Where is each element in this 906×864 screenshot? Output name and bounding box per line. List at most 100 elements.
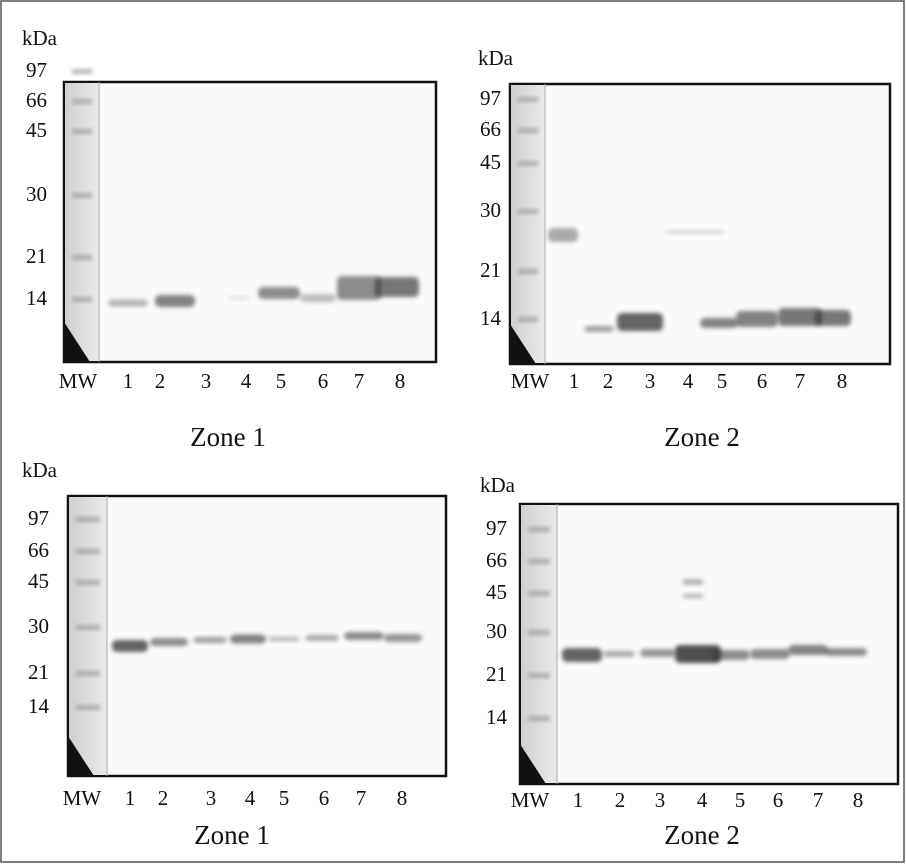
lane-label: 3 (645, 369, 656, 393)
zone-title: Zone 2 (664, 422, 740, 452)
zone-title: Zone 2 (664, 820, 740, 850)
lane-label: 3 (655, 788, 666, 812)
ladder-band (518, 209, 538, 214)
band (603, 651, 635, 657)
band (712, 650, 750, 660)
ladder-band (528, 630, 550, 635)
lane-label: 6 (773, 788, 784, 812)
marker-label: 21 (480, 258, 501, 282)
unit-label: kDa (22, 26, 58, 50)
marker-label: 66 (486, 548, 507, 572)
marker-label: 30 (28, 614, 49, 638)
marker-lane (65, 83, 99, 361)
ladder-band (518, 161, 538, 166)
band (788, 645, 828, 655)
lane-label: 4 (683, 369, 694, 393)
zone-title: Zone 1 (194, 820, 270, 850)
band (112, 640, 148, 652)
lane-label: 8 (853, 788, 864, 812)
band (675, 645, 721, 663)
lane-label: 2 (603, 369, 614, 393)
band (375, 277, 419, 297)
marker-label: 45 (480, 150, 501, 174)
marker-lane (521, 505, 557, 783)
band (778, 308, 822, 326)
marker-label: 66 (28, 538, 49, 562)
band (584, 326, 614, 332)
ladder-band (518, 317, 538, 322)
ladder-band (528, 716, 550, 721)
band (665, 230, 725, 234)
ladder-band (76, 517, 100, 522)
lane-label: MW (59, 369, 98, 393)
band (736, 311, 778, 327)
ladder-band (76, 549, 100, 554)
band (825, 648, 867, 656)
ladder-band (76, 705, 100, 710)
ladder-band (528, 591, 550, 596)
lane-label: 1 (569, 369, 580, 393)
band (230, 634, 266, 644)
lane-label: 2 (155, 369, 166, 393)
band (337, 276, 381, 300)
lane-label: MW (511, 369, 550, 393)
band (193, 637, 227, 643)
gel (62, 80, 438, 364)
band (228, 296, 250, 300)
marker-label: 14 (486, 705, 508, 729)
ladder-band (72, 99, 92, 104)
lane-label: 5 (717, 369, 728, 393)
lane-label: 4 (245, 786, 256, 810)
lane-label: 3 (206, 786, 217, 810)
band (155, 295, 195, 307)
lane-label: 2 (158, 786, 169, 810)
ladder-band (528, 527, 550, 532)
unit-label: kDa (478, 46, 514, 70)
ladder-band (76, 671, 100, 676)
band (344, 632, 384, 640)
gel-corner (64, 322, 90, 362)
marker-label: 30 (26, 182, 47, 206)
ladder-band (76, 580, 100, 585)
ladder-band (76, 625, 100, 630)
band (108, 299, 148, 307)
ladder-band (72, 69, 92, 74)
lane-label: 6 (757, 369, 768, 393)
ladder-band (72, 255, 92, 260)
gel-corner (510, 324, 536, 364)
band (617, 313, 663, 331)
marker-label: 21 (26, 244, 47, 268)
ladder-band (518, 128, 538, 133)
lane-label: 8 (395, 369, 406, 393)
marker-label: 45 (486, 580, 507, 604)
band (548, 228, 578, 242)
gel-corner (68, 736, 94, 776)
marker-label: 66 (480, 117, 501, 141)
gel (518, 502, 900, 786)
ladder-band (528, 673, 550, 678)
marker-label: 66 (26, 88, 47, 112)
lane-label: 1 (123, 369, 134, 393)
band (682, 593, 704, 599)
marker-label: 30 (480, 198, 501, 222)
lane-label: 7 (813, 788, 824, 812)
lane-label: 1 (573, 788, 584, 812)
ladder-band (72, 129, 92, 134)
unit-label: kDa (22, 458, 58, 482)
gel-corner (520, 744, 546, 784)
marker-label: 45 (28, 569, 49, 593)
lane-label: 1 (125, 786, 136, 810)
marker-label: 97 (480, 86, 501, 110)
ladder-band (72, 297, 92, 302)
band (700, 318, 738, 328)
lane-label: 4 (241, 369, 252, 393)
band (562, 648, 602, 662)
lane-label: 5 (279, 786, 290, 810)
ladder-band (518, 269, 538, 274)
band (640, 649, 676, 657)
lane-label: 4 (697, 788, 708, 812)
band (258, 287, 300, 299)
marker-label: 97 (26, 58, 47, 82)
marker-label: 21 (486, 662, 507, 686)
